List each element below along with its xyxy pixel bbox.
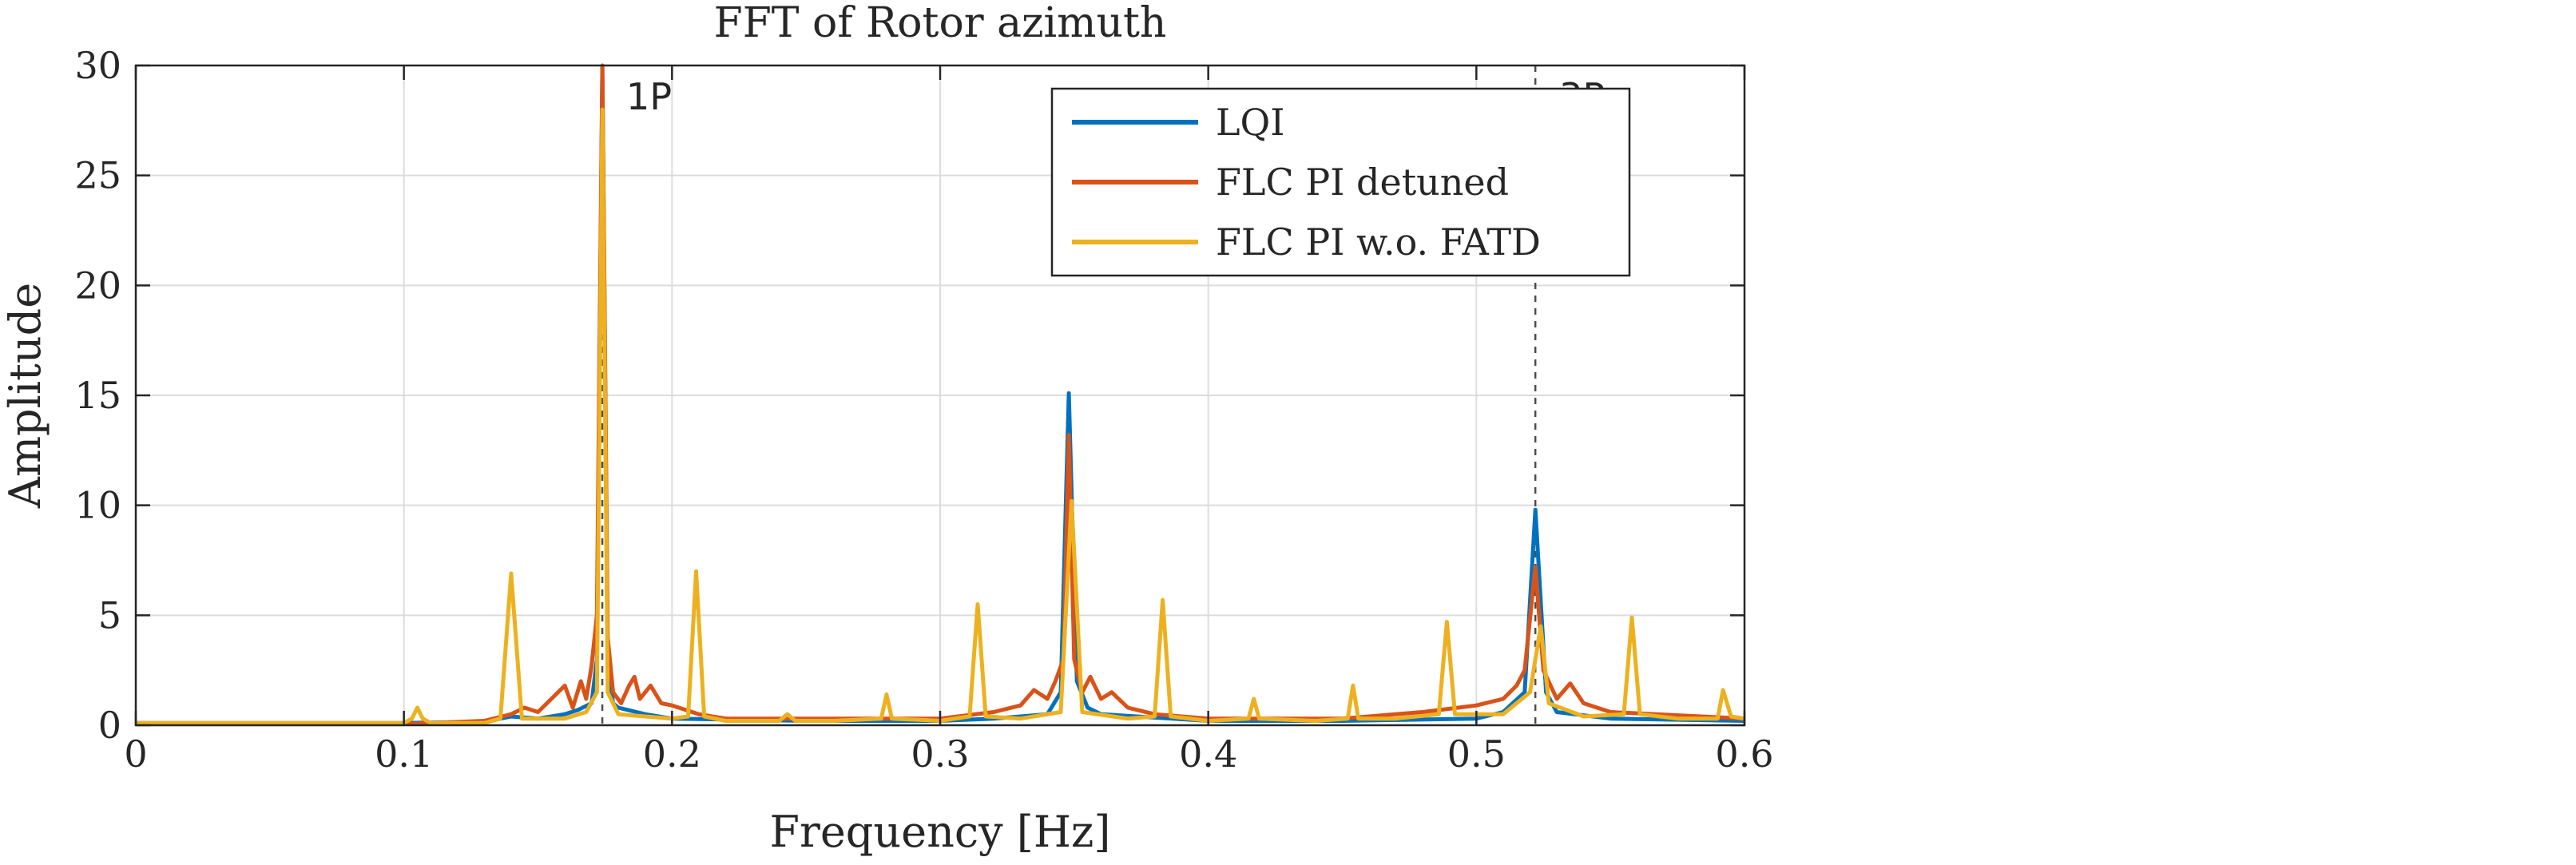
legend-label: LQI (1216, 101, 1284, 144)
y-tick-label: 20 (74, 264, 121, 307)
legend-label: FLC PI detuned (1216, 161, 1509, 204)
x-axis: 0 0.1 0.2 0.3 0.4 0.5 0.6 (124, 65, 1774, 776)
y-axis-label: Amplitude (0, 283, 50, 509)
harmonic-marker-label: 1P (626, 75, 672, 118)
x-tick-label: 0.6 (1715, 732, 1773, 776)
y-tick-label: 15 (74, 374, 121, 417)
x-axis-label: Frequency [Hz] (770, 807, 1111, 857)
y-tick-label: 10 (74, 484, 121, 527)
series-line (136, 63, 1745, 727)
chart-title: FFT of Rotor azimuth (714, 0, 1167, 47)
legend: LQI FLC PI detuned FLC PI w.o. FATD (1050, 87, 1631, 277)
y-tick-label: 0 (98, 704, 121, 747)
legend-label: FLC PI w.o. FATD (1216, 220, 1541, 264)
x-tick-label: 0.5 (1447, 732, 1506, 776)
x-tick-label: 0.3 (911, 732, 969, 776)
y-tick-label: 30 (74, 44, 121, 87)
x-tick-label: 0.4 (1179, 732, 1237, 776)
y-tick-label: 25 (74, 154, 121, 197)
series-line (136, 107, 1745, 725)
x-tick-label: 0.1 (375, 732, 433, 776)
x-tick-label: 0.2 (643, 732, 701, 776)
x-tick-label: 0 (124, 732, 147, 776)
y-axis: 0 5 10 15 20 25 30 (74, 44, 1744, 747)
y-tick-label: 5 (98, 593, 121, 637)
